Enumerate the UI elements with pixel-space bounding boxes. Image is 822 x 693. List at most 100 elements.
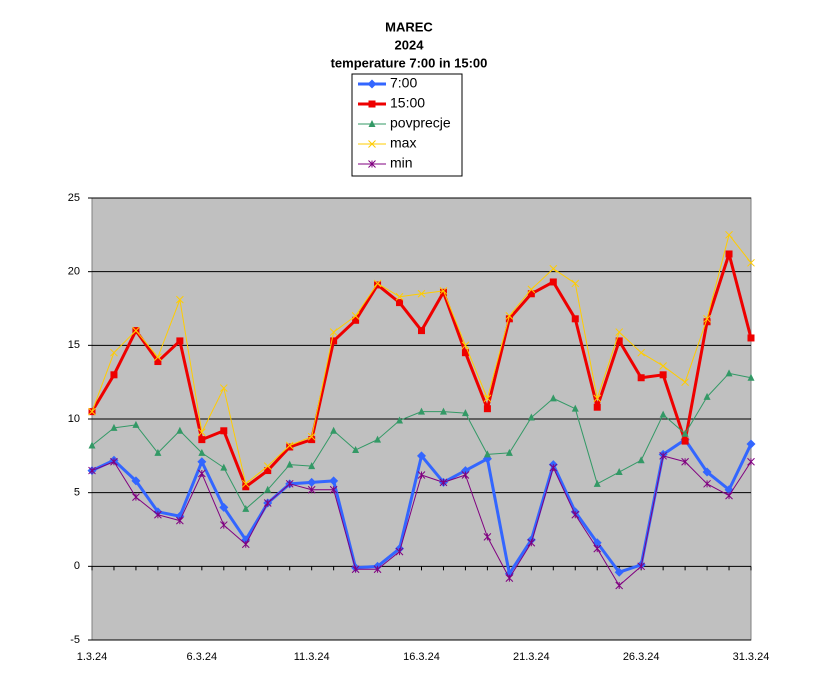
data-point xyxy=(505,448,513,456)
data-point xyxy=(681,429,689,437)
data-point xyxy=(373,565,382,574)
data-point xyxy=(396,416,404,424)
data-point xyxy=(176,426,184,434)
data-point xyxy=(307,477,317,487)
data-point xyxy=(263,499,272,507)
legend-label: min xyxy=(390,155,413,171)
data-point xyxy=(241,540,250,549)
data-point xyxy=(615,581,624,590)
data-point xyxy=(308,436,316,444)
data-point xyxy=(176,516,184,525)
data-point xyxy=(154,510,162,519)
data-point xyxy=(549,264,558,273)
data-point xyxy=(659,451,667,460)
data-point xyxy=(703,392,711,400)
data-point xyxy=(197,457,207,467)
data-point xyxy=(197,428,206,437)
data-point xyxy=(219,384,228,392)
data-point xyxy=(131,476,141,486)
x-tick-label: 16.3.24 xyxy=(403,651,440,663)
data-point xyxy=(593,394,602,403)
data-point xyxy=(154,353,162,361)
data-point xyxy=(285,441,294,450)
data-point xyxy=(461,409,469,417)
data-point xyxy=(220,463,228,471)
data-point xyxy=(418,327,425,335)
data-point xyxy=(439,288,447,296)
legend-label: povprecje xyxy=(390,115,451,131)
data-point xyxy=(110,423,118,431)
data-point xyxy=(352,445,360,453)
data-point xyxy=(439,478,448,487)
data-point xyxy=(439,286,448,295)
legend-label: max xyxy=(390,135,416,151)
y-tick-label: 10 xyxy=(68,413,80,425)
chart-title: 2024 xyxy=(395,37,425,52)
data-point xyxy=(307,485,316,494)
data-point xyxy=(264,485,272,493)
legend-marker xyxy=(367,79,377,89)
data-point xyxy=(395,292,404,301)
data-point xyxy=(593,403,601,411)
x-tick-label: 31.3.24 xyxy=(733,651,770,663)
y-tick-label: -5 xyxy=(70,634,80,646)
data-point xyxy=(483,405,491,413)
data-point xyxy=(395,547,404,556)
data-point xyxy=(242,483,250,491)
data-point xyxy=(330,337,338,345)
data-point xyxy=(88,441,96,449)
data-point xyxy=(307,432,316,441)
data-point xyxy=(615,328,624,336)
data-point xyxy=(418,407,425,415)
data-point xyxy=(483,533,492,541)
data-point xyxy=(132,326,140,335)
data-point xyxy=(461,471,470,479)
data-point xyxy=(702,467,712,477)
data-point xyxy=(527,285,536,294)
data-point xyxy=(373,279,382,288)
data-point xyxy=(374,281,382,289)
data-point xyxy=(549,463,558,472)
data-point xyxy=(571,404,579,412)
x-tick-label: 21.3.24 xyxy=(513,651,550,663)
data-point xyxy=(527,290,535,298)
data-point xyxy=(747,258,755,267)
data-point xyxy=(198,436,206,444)
y-tick-label: 20 xyxy=(68,266,80,278)
data-point xyxy=(264,467,272,475)
data-point xyxy=(725,369,733,377)
x-tick-label: 11.3.24 xyxy=(294,651,330,663)
x-tick-label: 1.3.24 xyxy=(77,651,108,663)
data-point xyxy=(527,538,536,547)
data-point xyxy=(417,471,426,479)
data-point xyxy=(637,562,646,571)
data-point xyxy=(505,315,513,323)
data-point xyxy=(417,451,426,461)
data-point xyxy=(219,521,228,529)
data-point xyxy=(110,371,118,379)
data-point xyxy=(242,504,250,512)
y-tick-label: 0 xyxy=(74,560,80,572)
data-point xyxy=(614,567,624,577)
y-tick-label: 25 xyxy=(68,192,80,204)
legend-label: 7:00 xyxy=(390,75,417,91)
data-point xyxy=(132,493,140,501)
data-point xyxy=(505,312,514,320)
data-point xyxy=(417,289,426,298)
data-point xyxy=(285,479,294,488)
data-point xyxy=(219,502,229,512)
data-point xyxy=(88,466,96,475)
data-point xyxy=(746,439,756,449)
data-point xyxy=(703,479,711,488)
data-point xyxy=(549,278,557,286)
legend-marker xyxy=(368,100,376,108)
data-point xyxy=(308,462,316,470)
data-point xyxy=(329,485,338,494)
data-point xyxy=(461,341,470,350)
data-point xyxy=(615,468,623,476)
data-point xyxy=(681,378,689,387)
data-point xyxy=(571,279,580,288)
data-point xyxy=(571,315,579,323)
data-point xyxy=(88,407,96,416)
